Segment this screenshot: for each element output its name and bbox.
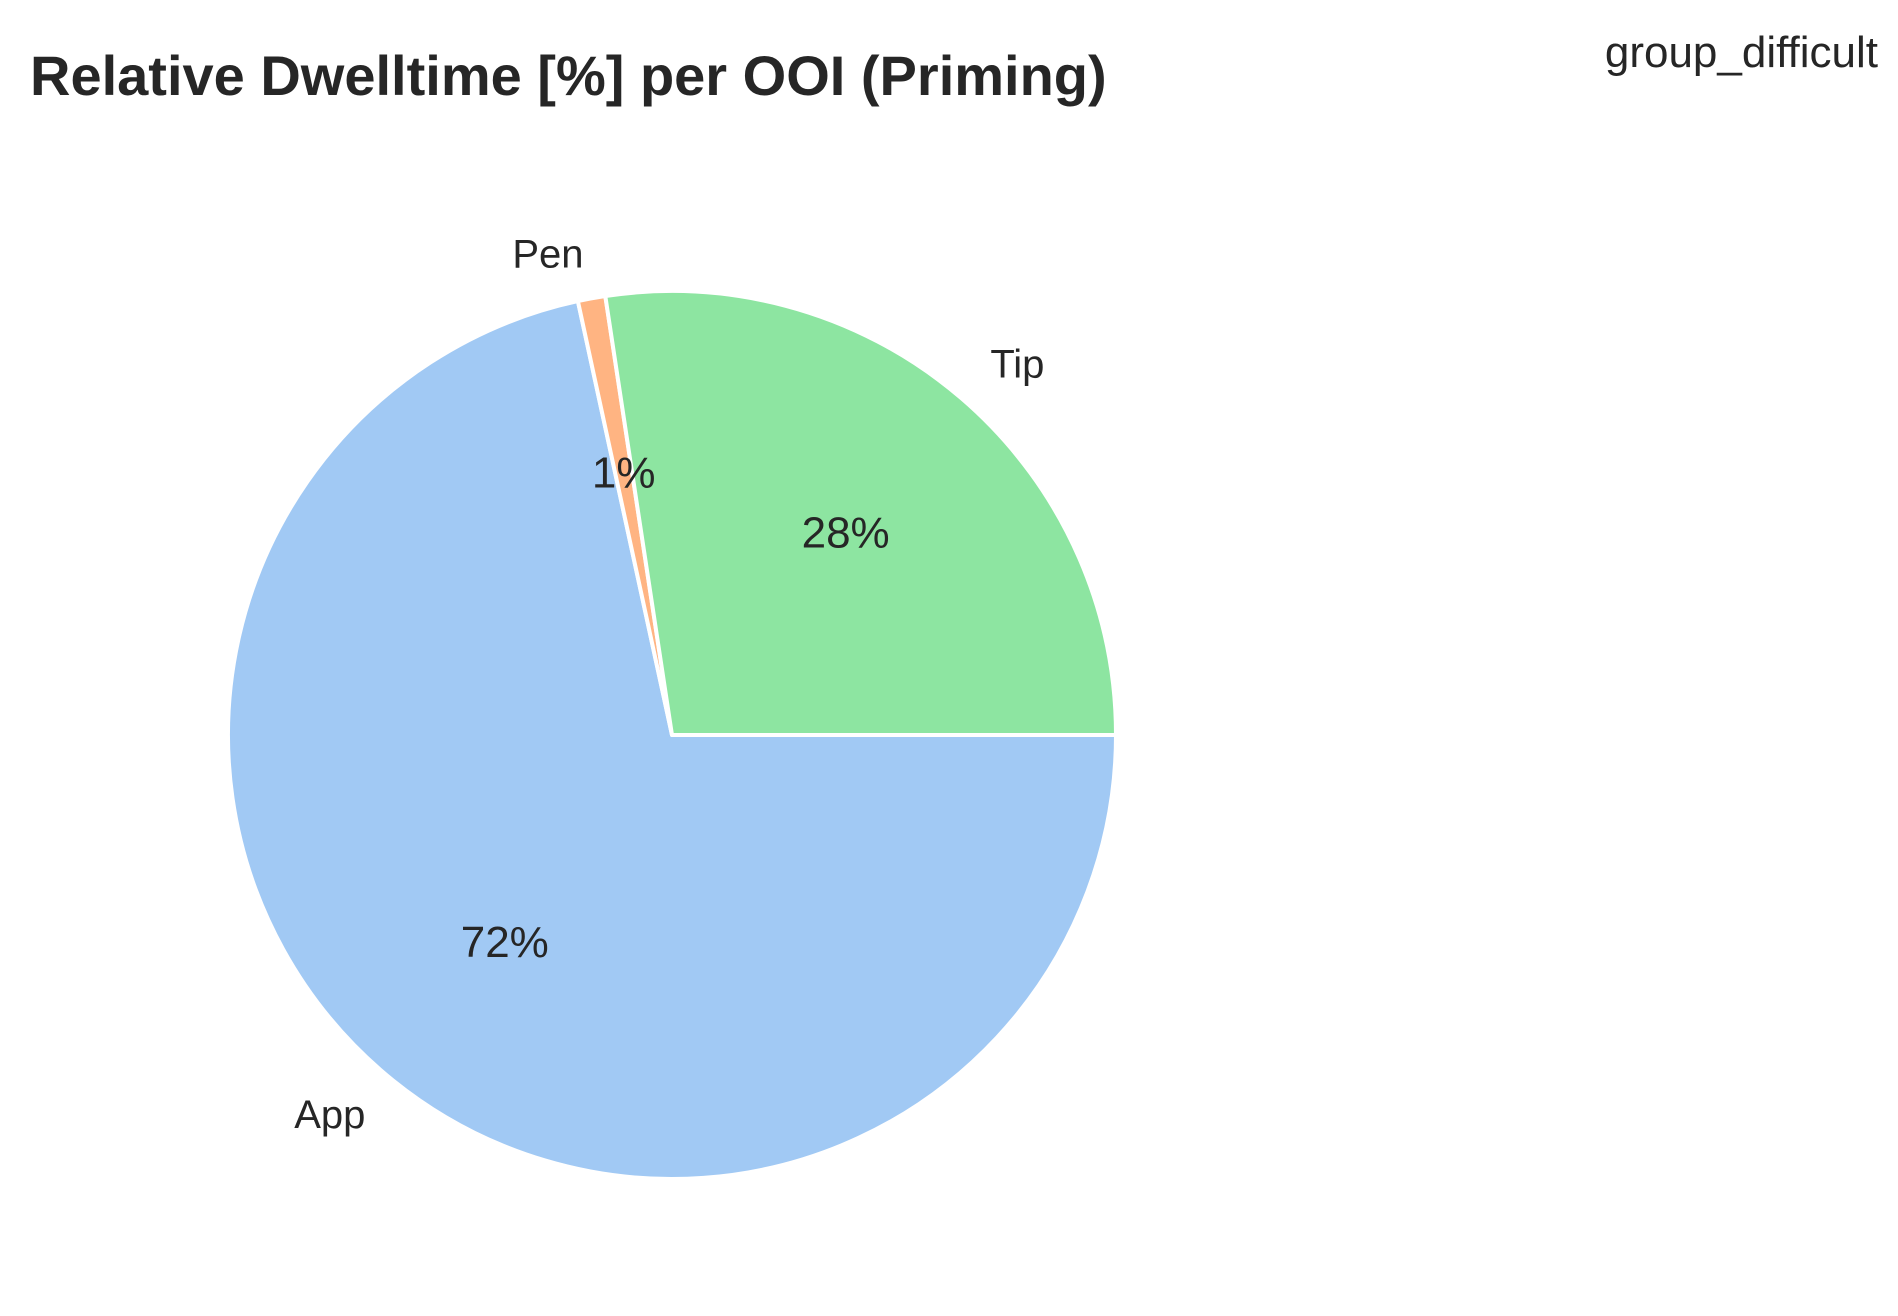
slice-label-tip: Tip: [990, 343, 1044, 387]
slice-label-pen: Pen: [512, 233, 583, 277]
slice-percent-app: 72%: [461, 918, 549, 967]
slice-label-app: App: [294, 1093, 365, 1137]
pie-slices: [226, 289, 1118, 1181]
slice-percent-tip: 28%: [802, 508, 890, 557]
pie-slice-app: [226, 299, 1118, 1181]
pie-slice-tip: [603, 289, 1118, 737]
corner-label: group_difficult: [1605, 28, 1878, 77]
slice-percent-pen: 1%: [592, 449, 656, 498]
pie-labels: App 72% Pen 1% Tip 28%: [294, 233, 1044, 1138]
chart-title: Relative Dwelltime [%] per OOI (Priming): [30, 44, 1107, 107]
